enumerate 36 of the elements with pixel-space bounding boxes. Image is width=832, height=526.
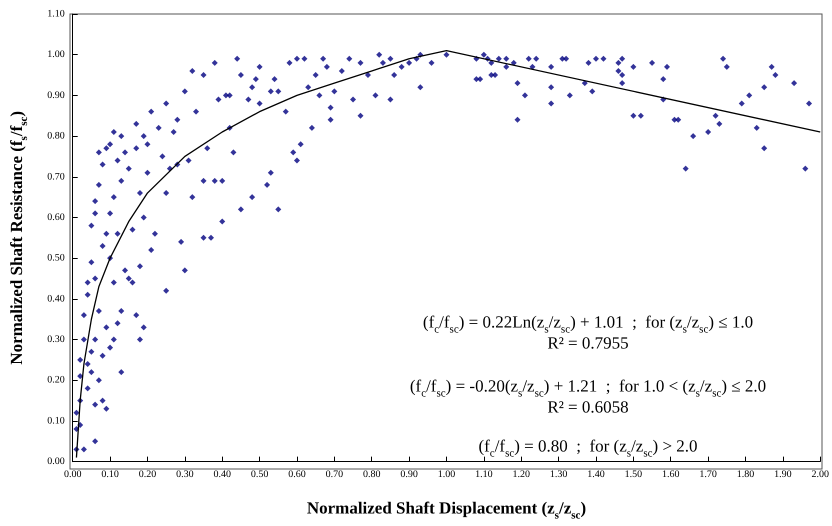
y-tick-label: 0.50 — [47, 252, 65, 264]
y-axis-title: Normalized Shaft Resistance (fs/fsc) — [7, 110, 30, 365]
x-tick-label: 1.30 — [550, 469, 568, 480]
y-tick-label: 0.80 — [47, 130, 65, 142]
y-tick-label: 0.70 — [47, 171, 65, 182]
x-tick-label: 2.00 — [812, 469, 829, 480]
x-tick-label: 0.10 — [101, 469, 119, 480]
y-tick-label: 1.00 — [47, 49, 65, 60]
y-tick-label: 0.60 — [47, 212, 65, 223]
y-tick-label: 0.20 — [47, 374, 65, 386]
x-tick-label: 0.20 — [138, 469, 156, 480]
x-tick-label: 1.60 — [662, 469, 680, 480]
x-tick-label: 1.20 — [512, 469, 530, 480]
y-tick-label: 0.00 — [47, 456, 65, 468]
y-tick-label: 0.40 — [47, 293, 65, 304]
x-tick-label: 1.00 — [438, 469, 456, 480]
x-tick-label: 1.10 — [475, 469, 493, 480]
x-tick-label: 1.80 — [736, 469, 754, 480]
x-tick-label: 0.80 — [362, 469, 380, 480]
x-tick-label: 0.00 — [64, 469, 82, 480]
y-tick-label: 0.90 — [47, 90, 65, 101]
x-tick-label: 1.70 — [699, 469, 717, 480]
y-tick-label: 0.10 — [47, 415, 65, 426]
x-tick-label: 0.60 — [288, 469, 306, 480]
y-tick-label: 0.30 — [47, 334, 65, 346]
x-tick-label: 0.70 — [326, 469, 344, 480]
x-tick-label: 1.40 — [587, 469, 605, 480]
x-tick-label: 0.30 — [176, 469, 194, 480]
x-tick-label: 0.40 — [213, 469, 231, 480]
x-tick-label: 1.90 — [774, 469, 792, 480]
x-tick-label: 0.90 — [400, 469, 418, 480]
x-tick-label: 0.50 — [250, 469, 268, 480]
x-tick-label: 1.50 — [624, 469, 642, 480]
annotation: R² = 0.7955 — [547, 334, 629, 352]
annotation: R² = 0.6058 — [547, 398, 629, 416]
y-tick-label: 1.10 — [47, 8, 65, 20]
